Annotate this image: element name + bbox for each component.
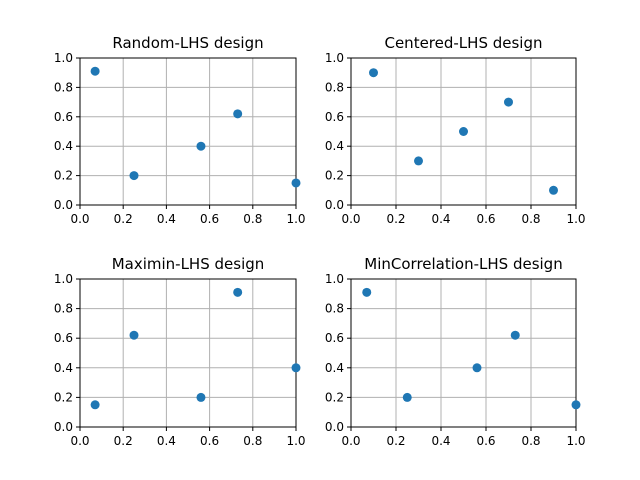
x-tick-label: 0.2 [386,434,405,448]
x-tick-label: 0.2 [114,212,133,226]
y-tick-label: 0.8 [325,302,344,316]
x-tick-label: 0.4 [431,212,450,226]
scatter-point [402,392,412,402]
y-tick-label: 0.4 [54,361,73,375]
y-tick-label: 0.2 [54,390,73,404]
x-tick-label: 0.4 [157,434,176,448]
subplot-title: Random-LHS design [112,34,263,52]
scatter-point [233,287,243,297]
subplot-title: Centered-LHS design [384,34,542,52]
plot-frame [350,57,577,206]
x-tick-label: 0.0 [70,434,89,448]
scatter-point [196,141,206,151]
y-tick-label: 0.6 [325,110,344,124]
x-tick-label: 0.0 [341,212,360,226]
y-tick-label: 0.8 [54,80,73,94]
x-tick-label: 0.8 [521,212,540,226]
scatter-point [196,392,206,402]
x-tick-label: 1.0 [566,434,585,448]
x-tick-label: 0.0 [341,434,360,448]
scatter-point [291,178,301,188]
x-tick-label: 0.8 [521,434,540,448]
x-tick-label: 0.6 [200,212,219,226]
scatter-point [504,97,513,107]
x-tick-label: 0.6 [476,212,495,226]
y-tick-label: 1.0 [325,272,344,286]
subplot-1: 0.0 0.2 0.4 0.6 0.8 1.0 0.0 0.2 0.4 0.6 0.8 1.0 Rand… [54,34,306,226]
scatter-point [291,363,301,373]
x-tick-label: 0.4 [157,212,176,226]
subplot-2: 0.0 0.2 0.4 0.6 0.8 1.0 0.0 0.2 0.4 0.6 0.8 1.0 Cent… [325,34,586,226]
scatter-point [414,156,423,166]
scatter-point [90,400,100,410]
scatter-point [362,287,372,297]
y-tick-label: 0.4 [325,361,344,375]
subplot-title: MinCorrelation-LHS design [364,255,562,273]
y-tick-label: 0.2 [325,169,344,183]
plot-frame [79,278,297,428]
scatter-point [129,330,139,340]
x-tick-label: 0.6 [476,434,495,448]
y-tick-label: 0.6 [54,331,73,345]
y-tick-label: 0.2 [325,390,344,404]
x-tick-label: 1.0 [286,212,305,226]
y-tick-label: 0.8 [54,302,73,316]
y-tick-label: 0.0 [325,198,344,212]
y-tick-label: 0.6 [325,331,344,345]
scatter-point [129,171,139,181]
x-tick-label: 1.0 [286,434,305,448]
y-tick-label: 0.4 [325,139,344,153]
x-tick-label: 0.4 [431,434,450,448]
scatter-point [549,185,558,195]
y-tick-label: 0.6 [54,110,73,124]
x-tick-label: 0.2 [386,212,405,226]
scatter-point [510,330,520,340]
scatter-point [90,66,100,76]
y-tick-label: 1.0 [325,51,344,65]
plot-frame [79,57,297,206]
scatter-point [472,363,482,373]
y-tick-label: 0.4 [54,139,73,153]
x-tick-label: 0.8 [243,434,262,448]
x-tick-label: 0.2 [114,434,133,448]
y-tick-label: 0.8 [325,80,344,94]
x-tick-label: 0.0 [70,212,89,226]
subplot-4: 0.0 0.2 0.4 0.6 0.8 1.0 0.0 0.2 0.4 0.6 0.8 1.0 MinC… [325,255,586,448]
plot-frame [350,278,577,428]
y-tick-label: 0.0 [54,420,73,434]
subplot-3: 0.0 0.2 0.4 0.6 0.8 1.0 0.0 0.2 0.4 0.6 0.8 1.0 Maxi… [54,255,306,448]
x-tick-label: 0.8 [243,212,262,226]
x-tick-label: 1.0 [566,212,585,226]
scatter-point [571,400,581,410]
scatter-point [233,109,243,119]
y-tick-label: 1.0 [54,51,73,65]
scatter-point [459,127,468,136]
y-tick-label: 0.0 [325,420,344,434]
subplot-title: Maximin-LHS design [112,255,265,273]
x-tick-label: 0.6 [200,434,219,448]
y-tick-label: 0.2 [54,169,73,183]
y-tick-label: 1.0 [54,272,73,286]
y-tick-label: 0.0 [54,198,73,212]
scatter-point [369,68,378,78]
